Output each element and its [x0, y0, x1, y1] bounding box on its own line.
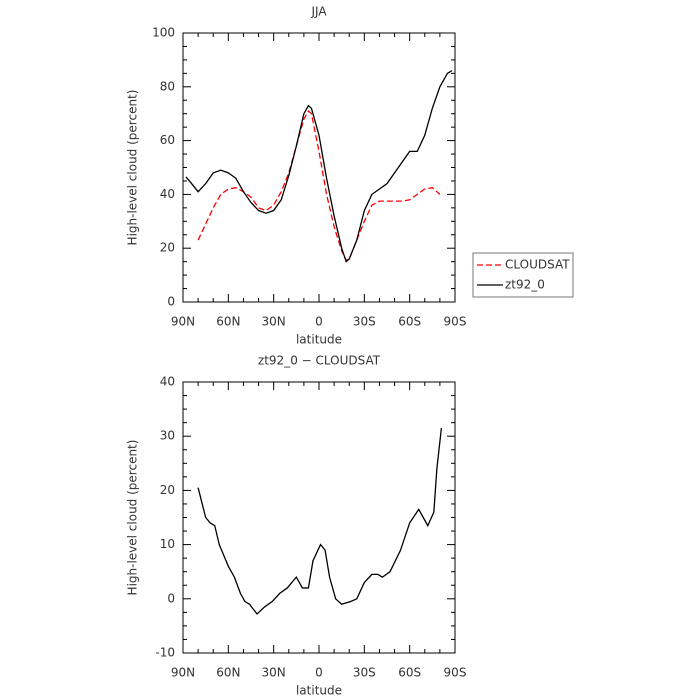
plot-frame	[182, 381, 456, 654]
x-tick-label: 0	[315, 315, 323, 329]
y-tick-label: 40	[160, 187, 175, 201]
x-tick-label: 90N	[171, 666, 195, 680]
data-line	[197, 427, 443, 615]
y-tick-label: -10	[155, 646, 175, 660]
y-tick-label: 0	[167, 295, 175, 309]
x-tick-label: 30S	[353, 666, 376, 680]
x-tick-label: 30S	[353, 315, 376, 329]
y-tick-label: 60	[160, 133, 175, 147]
legend-label: CLOUDSAT	[505, 258, 570, 272]
data-line	[197, 109, 441, 262]
y-tick-label: 30	[160, 429, 175, 443]
y-tick-label: 20	[160, 483, 175, 497]
x-tick-label: 60N	[216, 666, 240, 680]
x-tick-label: 60S	[398, 315, 421, 329]
data-line	[185, 70, 453, 263]
y-axis-label: High-level cloud (percent)	[126, 90, 140, 246]
legend-box	[472, 252, 574, 298]
x-tick-label: 30N	[262, 315, 286, 329]
x-axis-label: latitude	[296, 333, 342, 347]
x-tick-label: 60S	[398, 666, 421, 680]
x-tick-label: 90S	[444, 666, 467, 680]
y-tick-label: 20	[160, 241, 175, 255]
legend-label: zt92_0	[505, 278, 545, 292]
y-tick-label: 0	[167, 591, 175, 605]
x-tick-label: 30N	[262, 666, 286, 680]
chart-title: JJA	[310, 5, 327, 19]
y-axis-label: High-level cloud (percent)	[126, 440, 140, 596]
y-tick-label: 40	[160, 375, 175, 389]
x-tick-label: 0	[315, 666, 323, 680]
x-tick-label: 60N	[216, 315, 240, 329]
x-tick-label: 90S	[444, 315, 467, 329]
plot-frame	[182, 32, 456, 303]
y-tick-label: 10	[160, 537, 175, 551]
x-axis-label: latitude	[296, 684, 342, 698]
chart-title: zt92_0 − CLOUDSAT	[258, 354, 381, 368]
y-tick-label: 80	[160, 79, 175, 93]
x-tick-label: 90N	[171, 315, 195, 329]
y-tick-label: 100	[152, 26, 175, 40]
